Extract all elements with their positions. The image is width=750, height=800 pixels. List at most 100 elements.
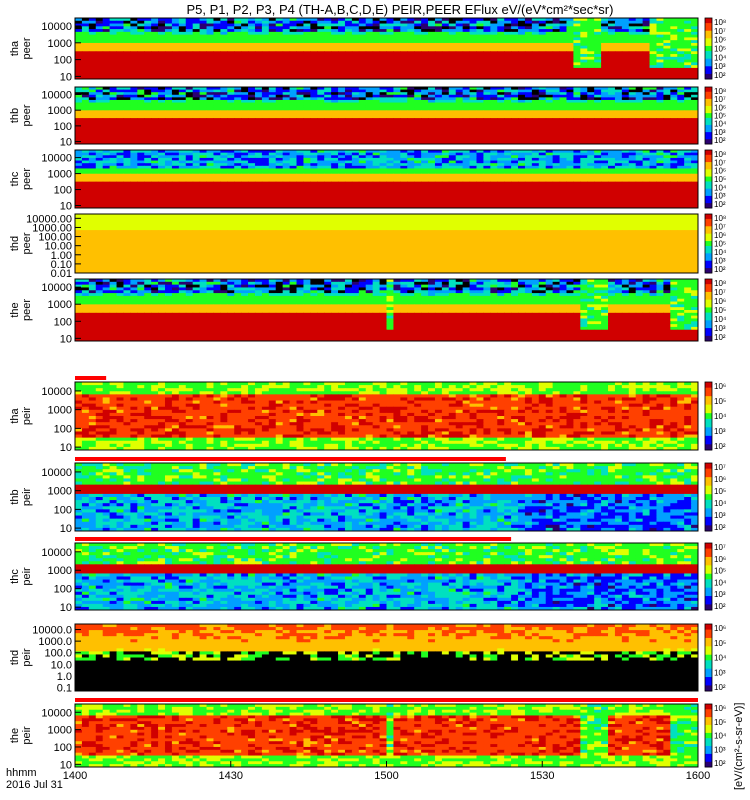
heatmap-cell: [185, 20, 194, 25]
heatmap-cell: [137, 23, 145, 27]
heatmap-cell: [192, 70, 201, 74]
heatmap-cell: [580, 51, 588, 55]
heatmap-cell: [601, 67, 609, 72]
heatmap-cell: [393, 59, 401, 63]
heatmap-cell: [635, 89, 644, 93]
heatmap-cell: [171, 31, 180, 36]
heatmap-cell: [130, 56, 138, 61]
heatmap-cell: [102, 89, 111, 93]
heatmap-cell: [310, 67, 318, 72]
heatmap-cell: [365, 67, 374, 72]
heatmap-cell: [448, 23, 457, 27]
heatmap-cell: [324, 42, 332, 47]
heatmap-cell: [656, 20, 664, 25]
heatmap-cell: [351, 51, 360, 55]
heatmap-cell: [677, 94, 685, 98]
heatmap-cell: [275, 40, 284, 44]
heatmap-cell: [220, 89, 228, 93]
heatmap-cell: [261, 56, 270, 61]
heatmap-cell: [434, 65, 443, 69]
heatmap-cell: [75, 40, 83, 44]
heatmap-cell: [621, 20, 630, 25]
heatmap-cell: [538, 34, 547, 38]
heatmap-cell: [490, 67, 498, 72]
heatmap-cell: [289, 65, 298, 69]
heatmap-cell: [130, 62, 138, 66]
heatmap-cell: [448, 34, 457, 38]
heatmap-cell: [441, 87, 450, 91]
heatmap-cell: [296, 45, 304, 49]
heatmap-cell: [428, 23, 436, 27]
heatmap-cell: [580, 87, 588, 91]
heatmap-cell: [234, 67, 242, 72]
heatmap-cell: [538, 92, 547, 96]
heatmap-cell: [158, 51, 166, 55]
heatmap-cell: [317, 56, 325, 61]
heatmap-cell: [642, 29, 651, 33]
heatmap-cell: [538, 42, 547, 47]
heatmap-cell: [254, 18, 263, 22]
heatmap-cell: [580, 62, 588, 66]
heatmap-cell: [310, 59, 318, 63]
heatmap-cell: [109, 18, 118, 22]
heatmap-cell: [220, 70, 228, 74]
heatmap-cell: [75, 54, 83, 58]
heatmap-cell: [455, 76, 464, 80]
heatmap-cell: [566, 65, 574, 69]
heatmap-cell: [414, 51, 422, 55]
heatmap-cell: [559, 92, 567, 96]
heatmap-cell: [123, 34, 131, 38]
heatmap-cell: [594, 70, 602, 74]
heatmap-cell: [116, 70, 124, 74]
heatmap-cell: [234, 56, 242, 61]
heatmap-cell: [137, 51, 145, 55]
heatmap-cell: [677, 62, 685, 66]
heatmap-cell: [241, 29, 249, 33]
heatmap-cell: [241, 20, 249, 25]
heatmap-cell: [594, 20, 602, 25]
heatmap-cell: [441, 31, 450, 36]
heatmap-cell: [123, 20, 131, 25]
heatmap-cell: [476, 59, 484, 63]
heatmap-cell: [88, 42, 97, 47]
heatmap-cell: [462, 42, 471, 47]
heatmap-cell: [518, 40, 526, 44]
heatmap-cell: [670, 62, 678, 66]
colorbar-tick-label: 10⁸: [714, 18, 726, 27]
heatmap-cell: [497, 42, 505, 47]
heatmap-cell: [95, 51, 104, 55]
heatmap-cell: [552, 59, 561, 63]
heatmap-cell: [199, 42, 208, 47]
heatmap-cell: [137, 40, 145, 44]
heatmap-cell: [379, 40, 387, 44]
heatmap-cell: [511, 89, 519, 93]
heatmap-cell: [407, 67, 415, 72]
heatmap-cell: [109, 37, 118, 41]
heatmap-cell: [199, 29, 208, 33]
heatmap-cell: [580, 31, 588, 36]
heatmap-cell: [628, 37, 637, 41]
heatmap-cell: [587, 62, 595, 66]
heatmap-cell: [663, 92, 671, 96]
heatmap-cell: [642, 40, 651, 44]
heatmap-cell: [677, 54, 685, 58]
heatmap-cell: [691, 40, 699, 44]
heatmap-cell: [524, 62, 533, 66]
heatmap-cell: [441, 48, 450, 52]
heatmap-cell: [670, 65, 678, 69]
heatmap-cell: [116, 48, 124, 52]
heatmap-cell: [386, 56, 394, 61]
heatmap-cell: [95, 20, 104, 25]
heatmap-cell: [310, 20, 318, 25]
heatmap-cell: [455, 18, 464, 22]
heatmap-cell: [511, 26, 519, 30]
heatmap-cell: [289, 31, 298, 36]
heatmap-cell: [483, 42, 491, 47]
heatmap-cell: [75, 87, 83, 91]
heatmap-cell: [338, 48, 346, 52]
heatmap-cell: [483, 18, 491, 22]
heatmap-cell: [185, 23, 194, 27]
heatmap-cell: [677, 40, 685, 44]
heatmap-cell: [628, 45, 637, 49]
heatmap-cell: [358, 42, 367, 47]
